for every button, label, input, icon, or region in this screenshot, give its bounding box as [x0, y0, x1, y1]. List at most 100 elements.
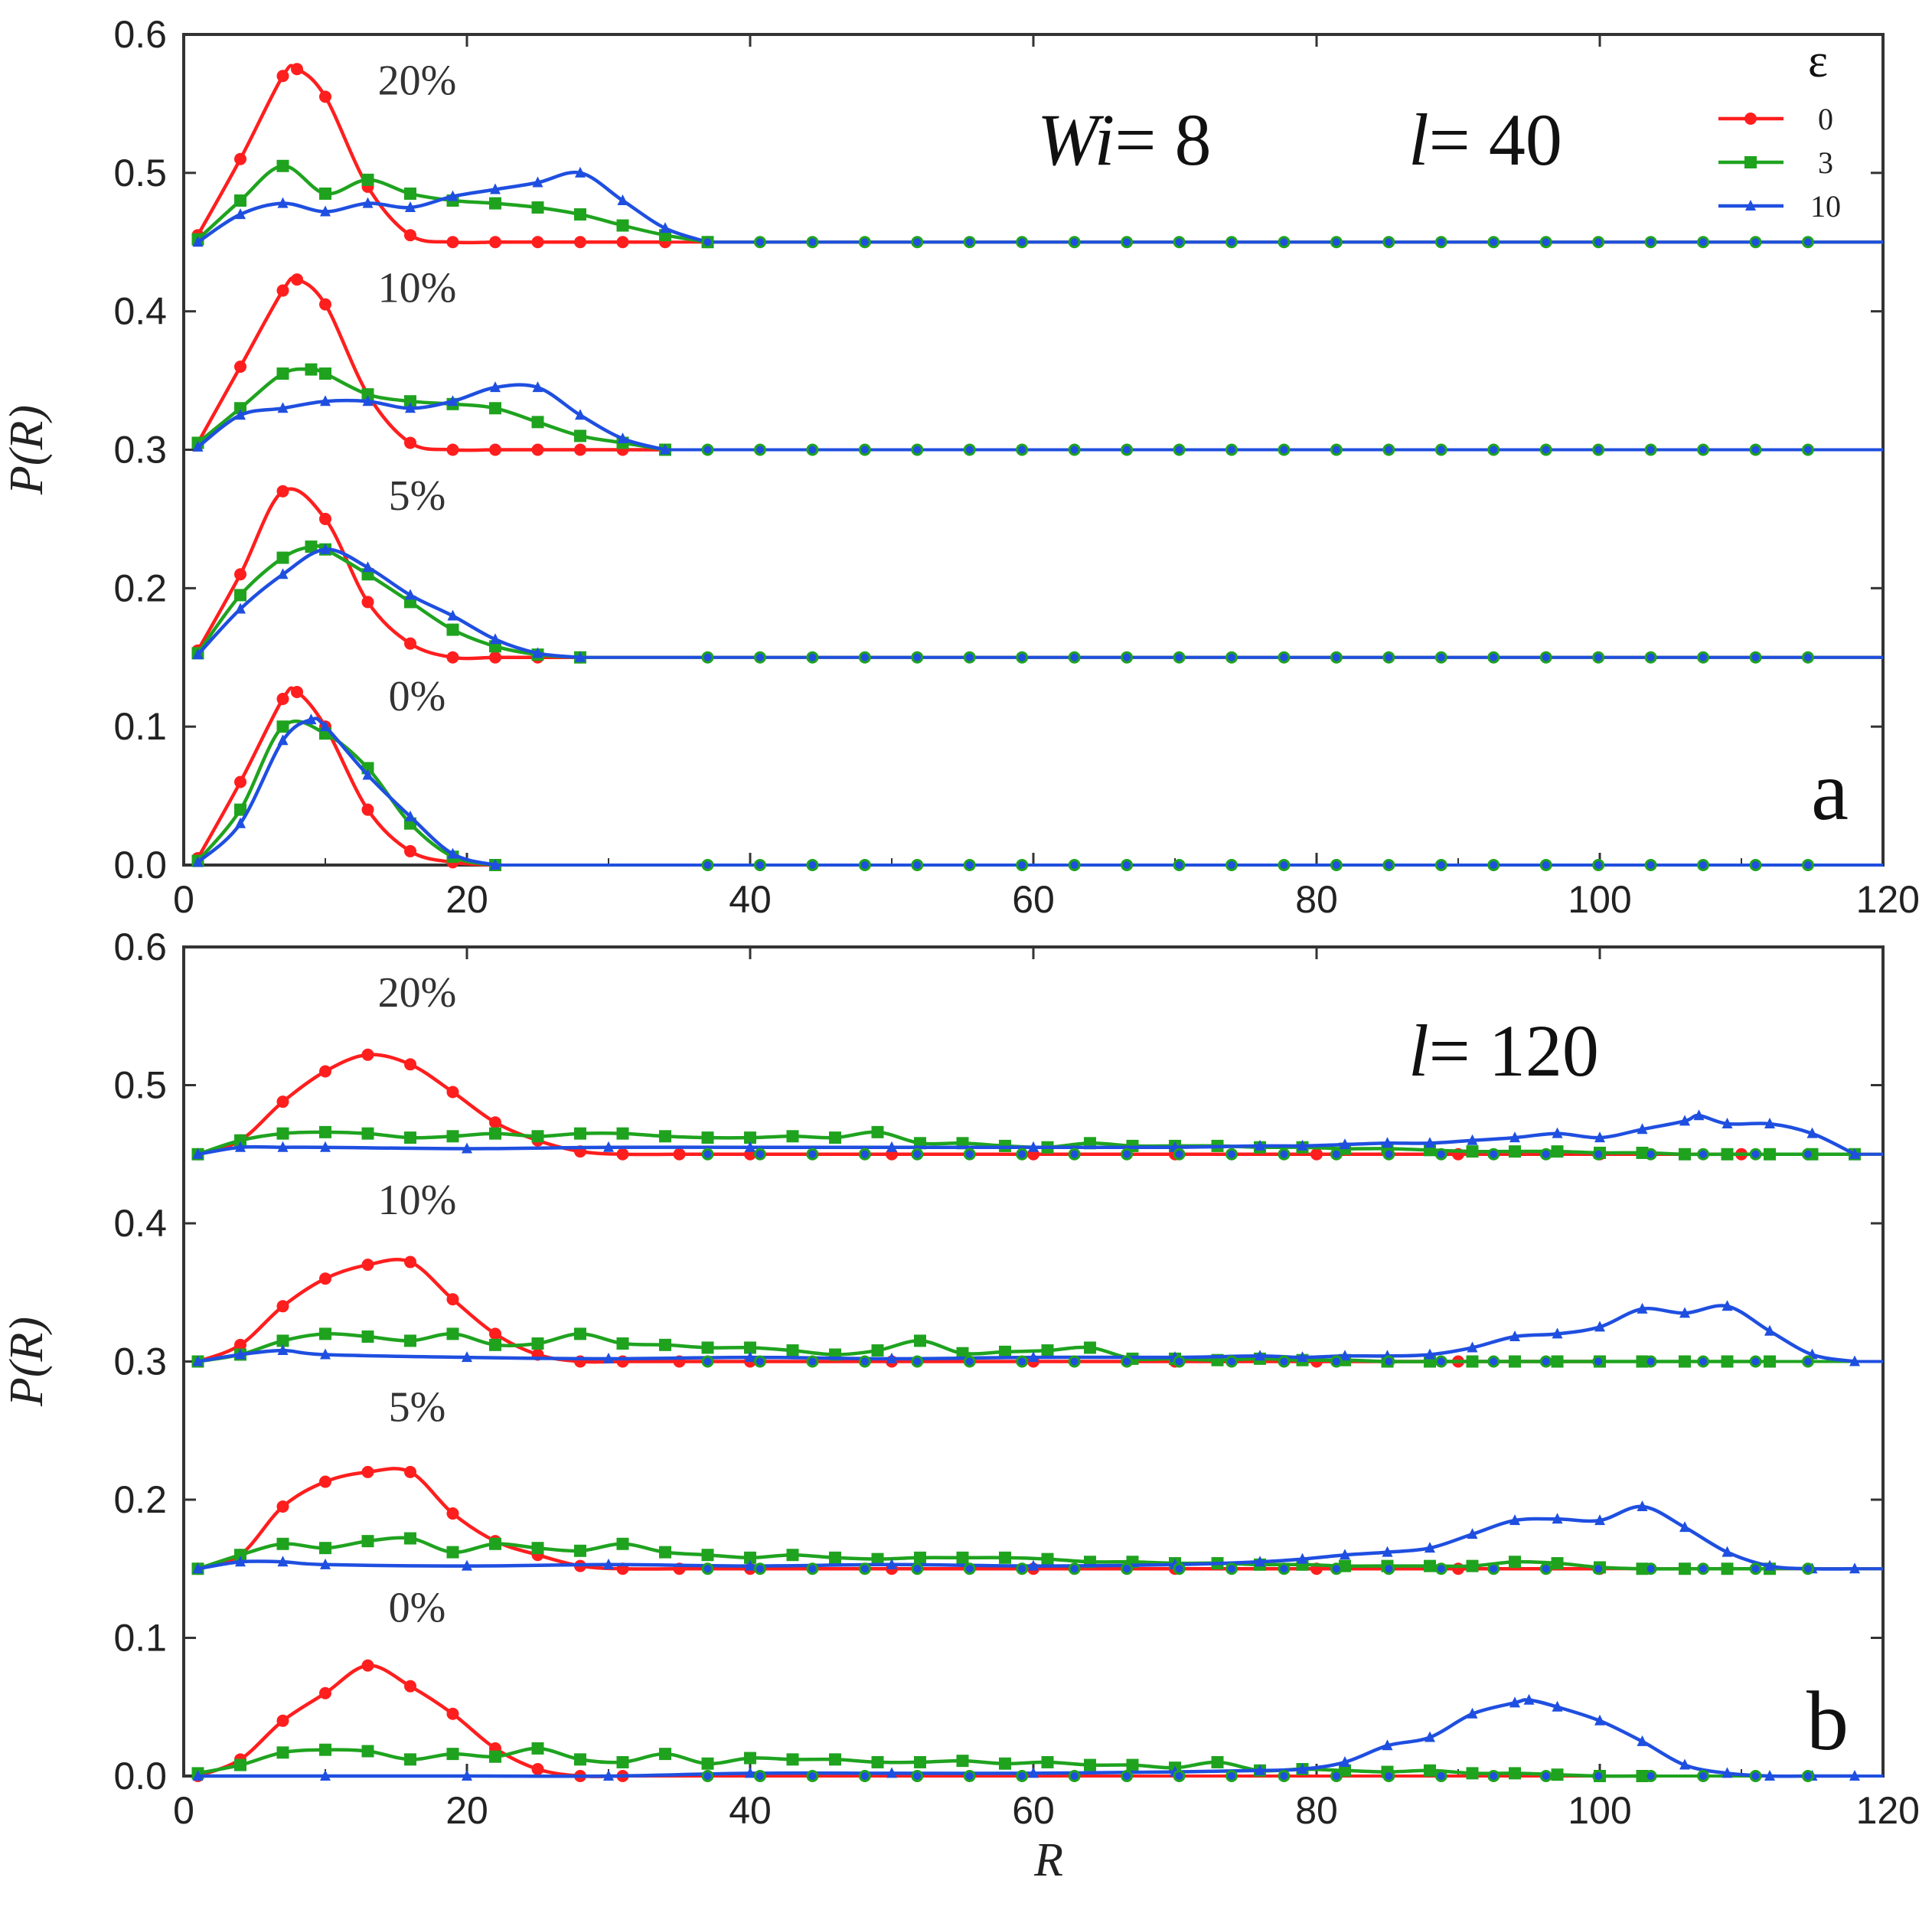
- panel-a: 0 20 40 60 80 100 1200.00.10.20.30.40.50.6P(R)…: [1, 13, 1920, 921]
- baseline-marker-inner: [1594, 861, 1603, 869]
- baseline-marker-inner: [1332, 1565, 1340, 1573]
- series-3-point: [1764, 1355, 1776, 1368]
- series-10-point: [192, 1770, 204, 1781]
- baseline-marker-inner: [965, 861, 974, 869]
- series-3-point: [446, 623, 459, 636]
- baseline-marker-inner: [1385, 446, 1393, 454]
- series-3-point: [914, 1755, 926, 1768]
- series-10-point: [1722, 1300, 1733, 1311]
- series-3-point: [1764, 1148, 1776, 1161]
- baseline-marker-inner: [1594, 1357, 1603, 1366]
- series-0-point: [361, 596, 374, 609]
- series-10-point: [277, 568, 289, 580]
- wi-symbol: Wi: [1037, 99, 1114, 181]
- baseline-marker-inner: [913, 1150, 922, 1158]
- series-3-point: [786, 1130, 799, 1143]
- curve-label: 0%: [389, 673, 446, 720]
- baseline-marker-inner: [1699, 446, 1708, 454]
- baseline-marker-inner: [1018, 1565, 1026, 1573]
- series-3-point: [446, 1546, 459, 1559]
- series-10-line: [196, 717, 496, 867]
- y-tick-label: 0.3: [113, 1340, 167, 1383]
- baseline-marker-inner: [1018, 653, 1026, 661]
- curve-label: 5%: [389, 1384, 446, 1432]
- baseline-marker-inner: [1751, 1357, 1760, 1366]
- baseline-marker-inner: [756, 238, 764, 247]
- baseline-marker-inner: [1123, 1565, 1131, 1573]
- series-3-point: [1509, 1355, 1521, 1368]
- baseline-marker-inner: [1228, 861, 1235, 869]
- series-10-point: [1255, 1764, 1265, 1775]
- series-3-point: [361, 173, 374, 186]
- series-3-point: [744, 1341, 756, 1354]
- series-10-point: [575, 651, 586, 662]
- series-0-point: [361, 1659, 374, 1672]
- series-10-point: [235, 602, 246, 614]
- series-3-point: [1679, 1355, 1691, 1368]
- series-0-point: [1452, 1562, 1464, 1575]
- series-10-point: [192, 1355, 204, 1366]
- y-axis-title: P(R): [1, 1317, 53, 1407]
- series-3-point: [1424, 1559, 1436, 1572]
- curve-label: 20%: [378, 57, 457, 104]
- baseline-marker-inner: [808, 1565, 817, 1573]
- baseline-marker-inner: [913, 238, 922, 247]
- series-3-point: [276, 720, 289, 733]
- series-3-point: [404, 1131, 416, 1144]
- series-10-point: [235, 1141, 246, 1152]
- series-10-point: [532, 647, 543, 658]
- series-10-point: [603, 1558, 614, 1569]
- series-3-point: [1509, 1767, 1521, 1780]
- baseline-marker-inner: [1490, 446, 1498, 454]
- series-3-point: [574, 1127, 586, 1140]
- series-0-point: [234, 1338, 246, 1351]
- series-3-line: [196, 719, 496, 867]
- baseline-marker-inner: [1280, 1150, 1288, 1158]
- series-3-point: [319, 1743, 331, 1756]
- series-10-point: [745, 1351, 756, 1363]
- series-0-point: [291, 63, 303, 76]
- series-10-point: [235, 1556, 246, 1567]
- y-tick-label: 0.2: [113, 566, 167, 609]
- series-10-point: [1552, 1700, 1563, 1712]
- series-3-point: [234, 194, 246, 207]
- baseline-marker-inner: [1594, 1565, 1603, 1573]
- y-tick-label: 0.1: [113, 1617, 167, 1660]
- series-3-point: [659, 1338, 671, 1351]
- baseline-marker-inner: [1542, 653, 1550, 661]
- series-3-point: [659, 1130, 671, 1143]
- series-3-point: [1466, 1767, 1479, 1780]
- series-0-point: [446, 1507, 459, 1520]
- baseline-marker-inner: [1803, 653, 1812, 661]
- series-3-point: [531, 416, 544, 429]
- baseline-marker-inner: [1332, 653, 1340, 661]
- series-3-point: [956, 1347, 969, 1360]
- series-10-point: [1340, 1350, 1350, 1361]
- baseline-marker-inner: [1699, 653, 1708, 661]
- series-10-point: [1552, 1513, 1563, 1524]
- baseline-marker-inner: [703, 1565, 712, 1573]
- series-10-point: [1552, 1327, 1563, 1339]
- series-0-point: [361, 1465, 374, 1478]
- series-10-point: [1425, 1542, 1435, 1553]
- x-tick-label: 40: [729, 1789, 772, 1832]
- baseline-marker-inner: [965, 238, 974, 247]
- series-10-point: [745, 1141, 756, 1152]
- series-3-point: [659, 1546, 671, 1559]
- series-10-point: [1509, 1330, 1520, 1342]
- series-3-point: [914, 1334, 926, 1347]
- series-0-point: [319, 90, 331, 103]
- baseline-marker-inner: [1437, 653, 1445, 661]
- series-10-point: [192, 1148, 204, 1159]
- series-3-point: [305, 540, 318, 553]
- series-3-point: [531, 1542, 544, 1555]
- series-3-point: [1679, 1148, 1691, 1161]
- series-10-point: [320, 1141, 331, 1152]
- series-3-point: [1041, 1755, 1054, 1768]
- series-0-point: [276, 693, 289, 705]
- baseline-marker-inner: [1751, 1565, 1760, 1573]
- series-0-point: [276, 1714, 289, 1727]
- series-3-point: [999, 1757, 1011, 1770]
- series-10-point: [192, 856, 204, 867]
